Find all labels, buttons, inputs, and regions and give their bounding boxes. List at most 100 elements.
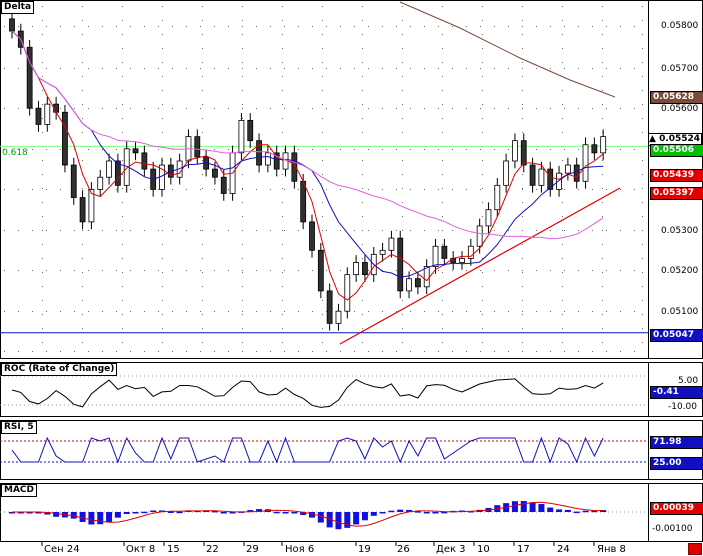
grid-dot bbox=[144, 68, 145, 69]
macd-bar bbox=[220, 512, 227, 514]
grid-dot bbox=[122, 118, 123, 119]
grid-dot bbox=[4, 26, 5, 27]
grid-dot bbox=[508, 270, 509, 271]
grid-dot bbox=[562, 328, 563, 329]
grid-dot bbox=[102, 270, 103, 271]
grid-dot bbox=[466, 189, 467, 190]
grid-dot bbox=[42, 328, 43, 329]
grid-dot bbox=[270, 351, 271, 352]
grid-dot bbox=[162, 244, 163, 245]
candle-body bbox=[414, 278, 421, 288]
grid-dot bbox=[494, 108, 495, 109]
grid-dot bbox=[42, 62, 43, 63]
ma-slow-line bbox=[11, 30, 604, 240]
grid-dot bbox=[202, 62, 203, 63]
candle-body bbox=[476, 225, 483, 247]
grid-dot bbox=[602, 230, 603, 231]
grid-dot bbox=[522, 351, 523, 352]
grid-dot bbox=[242, 342, 243, 343]
grid-dot bbox=[536, 108, 537, 109]
grid-dot bbox=[452, 26, 453, 27]
grid-dot bbox=[562, 6, 563, 7]
grid-dot bbox=[368, 26, 369, 27]
macd-bar bbox=[582, 510, 589, 513]
grid-dot bbox=[122, 104, 123, 105]
grid-dot bbox=[242, 286, 243, 287]
grid-dot bbox=[242, 20, 243, 21]
grid-dot bbox=[242, 68, 243, 69]
candle-body bbox=[309, 221, 315, 251]
candle-body bbox=[326, 290, 333, 324]
grid-dot bbox=[522, 272, 523, 273]
grid-dot bbox=[354, 108, 355, 109]
grid-dot bbox=[536, 189, 537, 190]
grid-dot bbox=[102, 230, 103, 231]
macd-bar bbox=[564, 509, 571, 512]
grid-dot bbox=[322, 230, 323, 231]
grid-dot bbox=[82, 160, 83, 161]
grid-dot bbox=[82, 62, 83, 63]
grid-dot bbox=[620, 189, 621, 190]
grid-dot bbox=[60, 108, 61, 109]
macd-bar bbox=[273, 511, 280, 514]
grid-dot bbox=[282, 216, 283, 217]
candle-body bbox=[335, 310, 342, 324]
grid-dot bbox=[452, 189, 453, 190]
grid-dot bbox=[368, 189, 369, 190]
scroll-end-icon[interactable] bbox=[688, 543, 702, 555]
grid-dot bbox=[60, 26, 61, 27]
grid-dot bbox=[144, 189, 145, 190]
grid-dot bbox=[602, 132, 603, 133]
grid-dot bbox=[102, 68, 103, 69]
grid-dot bbox=[202, 314, 203, 315]
grid-dot bbox=[452, 108, 453, 109]
macd-bar bbox=[423, 512, 430, 514]
grid-dot bbox=[354, 230, 355, 231]
grid-dot bbox=[326, 108, 327, 109]
grid-dot bbox=[402, 76, 403, 77]
candle-body bbox=[600, 136, 607, 154]
macd-bar bbox=[9, 512, 15, 514]
grid-dot bbox=[158, 26, 159, 27]
grid-dot bbox=[46, 26, 47, 27]
macd-bar bbox=[379, 512, 386, 514]
grid-dot bbox=[282, 132, 283, 133]
price-label-fib: 0.05506 bbox=[650, 144, 703, 157]
grid-dot bbox=[634, 26, 635, 27]
grid-dot bbox=[322, 202, 323, 203]
grid-dot bbox=[620, 230, 621, 231]
grid-dot bbox=[202, 104, 203, 105]
grid-dot bbox=[202, 188, 203, 189]
grid-dot bbox=[162, 230, 163, 231]
grid-dot bbox=[200, 270, 201, 271]
grid-dot bbox=[116, 270, 117, 271]
grid-dot bbox=[592, 270, 593, 271]
x-label: 22 bbox=[206, 544, 219, 555]
grid-dot bbox=[158, 108, 159, 109]
grid-dot bbox=[402, 48, 403, 49]
grid-dot bbox=[362, 6, 363, 7]
candle-body bbox=[406, 278, 412, 292]
grid-dot bbox=[42, 76, 43, 77]
time-axis bbox=[41, 541, 595, 546]
grid-dot bbox=[642, 20, 643, 21]
grid-dot bbox=[242, 90, 243, 91]
grid-dot bbox=[116, 311, 117, 312]
grid-dot bbox=[592, 108, 593, 109]
grid-dot bbox=[578, 108, 579, 109]
roc-tick: -10.00 bbox=[668, 402, 698, 412]
grid-dot bbox=[162, 20, 163, 21]
pane-frame bbox=[0, 0, 703, 359]
grid-dot bbox=[536, 351, 537, 352]
grid-dot bbox=[482, 258, 483, 259]
candle-body bbox=[264, 152, 271, 166]
candle-body bbox=[529, 164, 536, 186]
rsi-value-label: 71.98 bbox=[650, 436, 703, 449]
grid-dot bbox=[130, 189, 131, 190]
grid-dot bbox=[270, 311, 271, 312]
grid-dot bbox=[382, 351, 383, 352]
grid-dot bbox=[322, 104, 323, 105]
grid-dot bbox=[642, 216, 643, 217]
candle-body bbox=[35, 107, 42, 125]
